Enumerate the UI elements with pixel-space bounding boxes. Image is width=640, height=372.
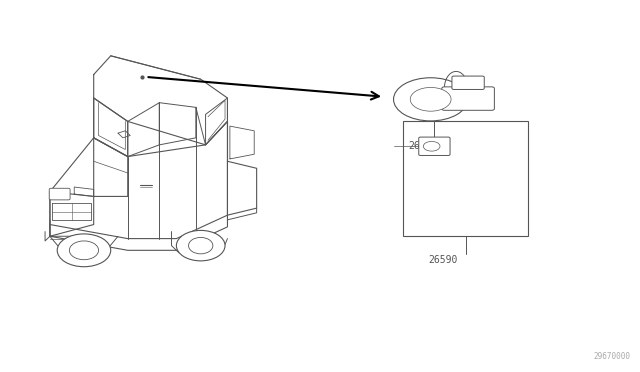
FancyBboxPatch shape [452, 76, 484, 89]
Circle shape [394, 78, 468, 121]
FancyBboxPatch shape [49, 188, 70, 200]
Text: 29670000: 29670000 [593, 352, 630, 361]
Ellipse shape [69, 241, 99, 260]
Text: 26590: 26590 [429, 256, 458, 265]
Circle shape [410, 87, 451, 111]
Circle shape [423, 141, 440, 151]
Ellipse shape [57, 234, 111, 267]
Text: 26590E: 26590E [408, 141, 444, 151]
Ellipse shape [177, 230, 225, 261]
Bar [403, 121, 528, 236]
Ellipse shape [189, 237, 213, 254]
FancyBboxPatch shape [419, 137, 450, 155]
FancyBboxPatch shape [442, 87, 494, 110]
